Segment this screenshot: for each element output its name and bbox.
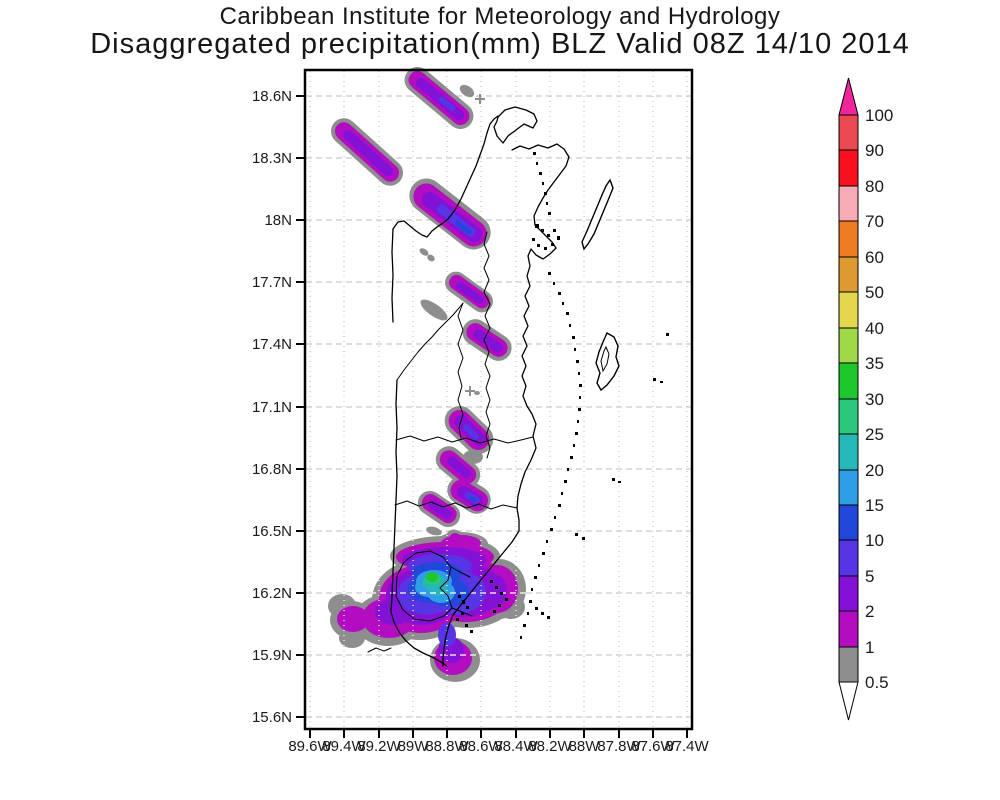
trace-cross-marks bbox=[465, 94, 485, 396]
colorbar-segment bbox=[838, 575, 859, 612]
colorbar-label: 0.5 bbox=[865, 673, 889, 692]
colorbar-label: 2 bbox=[865, 602, 874, 621]
map-frame bbox=[303, 68, 694, 731]
lat-tick-label: 18N bbox=[264, 212, 292, 229]
colorbar-label: 70 bbox=[865, 212, 884, 231]
west-border-upper bbox=[391, 228, 394, 323]
lon-tick-label: 88W bbox=[569, 738, 601, 755]
rio-hondo-border bbox=[392, 115, 499, 238]
colorbar-segment bbox=[838, 362, 859, 400]
lon-tick-label: 89.4W bbox=[322, 738, 366, 755]
lon-tick-label: 88.6W bbox=[459, 738, 503, 755]
lon-axis: 89.6W 89.4W 89.2W 89W 88.8W 88.6W 88.4W … bbox=[288, 730, 710, 755]
colorbar-segment bbox=[838, 504, 859, 541]
colorbar-label: 25 bbox=[865, 425, 884, 444]
lon-tick-label: 89.6W bbox=[288, 738, 332, 755]
colorbar-label: 30 bbox=[865, 390, 884, 409]
colorbar-segment bbox=[838, 185, 859, 222]
west-border-lower bbox=[390, 379, 448, 667]
colorbar: 100 90 80 70 60 50 40 35 30 25 20 15 10 … bbox=[838, 77, 893, 721]
lat-tick-label: 17.7N bbox=[252, 274, 292, 291]
colorbar-segment bbox=[838, 610, 859, 648]
lat-tick-label: 16.8N bbox=[252, 461, 292, 478]
colorbar-label: 10 bbox=[865, 531, 884, 550]
title-line-1: Caribbean Institute for Meteorology and … bbox=[219, 3, 781, 30]
lat-tick-label: 15.9N bbox=[252, 647, 292, 664]
district-boundaries bbox=[394, 231, 534, 622]
colorbar-segment bbox=[838, 256, 859, 293]
lat-tick-label: 18.3N bbox=[252, 150, 292, 167]
colorbar-label: 5 bbox=[865, 567, 874, 586]
colorbar-label: 80 bbox=[865, 177, 884, 196]
colorbar-segment bbox=[838, 433, 859, 471]
precip-level-30mm bbox=[426, 572, 438, 582]
lat-tick-label: 17.4N bbox=[252, 336, 292, 353]
lon-tick-label: 89.2W bbox=[357, 738, 401, 755]
colorbar-arrow-up bbox=[838, 77, 859, 116]
colorbar-segment bbox=[838, 149, 859, 187]
lat-tick-label: 15.6N bbox=[252, 709, 292, 726]
lon-tick-label: 87.4W bbox=[665, 738, 709, 755]
colorbar-label: 15 bbox=[865, 496, 884, 515]
lat-tick-label: 18.6N bbox=[252, 88, 292, 105]
belize-coastline bbox=[442, 143, 570, 667]
sarstoon-river bbox=[367, 647, 392, 653]
title-line-2: Disaggregated precipitation(mm) BLZ Vali… bbox=[90, 28, 910, 60]
lon-tick-label: 88.8W bbox=[425, 738, 469, 755]
lat-tick-label: 16.5N bbox=[252, 523, 292, 540]
lon-tick-label: 87.8W bbox=[597, 738, 641, 755]
colorbar-arrow-down bbox=[838, 681, 859, 721]
colorbar-label: 50 bbox=[865, 283, 884, 302]
colorbar-label: 1 bbox=[865, 638, 874, 657]
colorbar-label: 60 bbox=[865, 248, 884, 267]
colorbar-label: 35 bbox=[865, 354, 884, 373]
lat-tick-label: 17.1N bbox=[252, 399, 292, 416]
colorbar-label: 100 bbox=[865, 106, 893, 125]
lon-tick-label: 89W bbox=[398, 738, 430, 755]
lon-tick-label: 88.2W bbox=[528, 738, 572, 755]
lat-tick-label: 16.2N bbox=[252, 585, 292, 602]
lon-tick-label: 87.6W bbox=[631, 738, 675, 755]
precip-shading bbox=[328, 67, 526, 682]
colorbar-segment bbox=[838, 291, 859, 329]
offshore-cayes bbox=[456, 152, 669, 639]
colorbar-segment bbox=[838, 539, 859, 577]
colorbar-segment bbox=[838, 220, 859, 258]
colorbar-segment bbox=[838, 469, 859, 506]
colorbar-label: 90 bbox=[865, 141, 884, 160]
colorbar-label: 40 bbox=[865, 319, 884, 338]
xcalak-peninsula bbox=[493, 106, 538, 144]
colorbar-label: 20 bbox=[865, 461, 884, 480]
colorbar-segment bbox=[838, 398, 859, 435]
ambergris-caye bbox=[581, 178, 614, 251]
colorbar-segment bbox=[838, 114, 859, 151]
colorbar-segment bbox=[838, 327, 859, 364]
lon-tick-label: 88.4W bbox=[494, 738, 538, 755]
lat-axis: 18.6N 18.3N 18N 17.7N 17.4N 17.1N 16.8N … bbox=[252, 88, 305, 726]
lat-gridlines bbox=[306, 95, 691, 718]
country-outlines bbox=[367, 106, 570, 667]
colorbar-segment bbox=[838, 646, 859, 683]
